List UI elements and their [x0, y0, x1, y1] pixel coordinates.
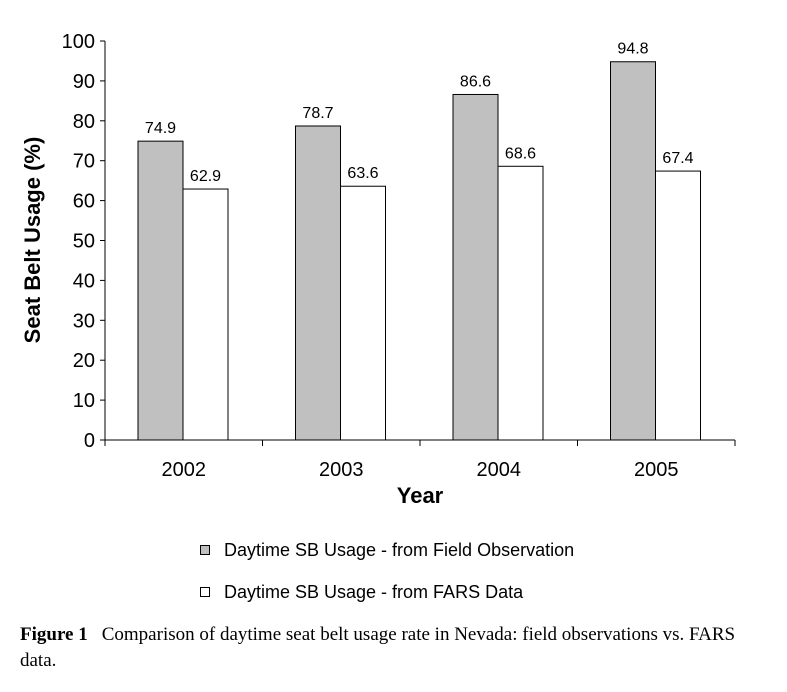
y-tick-label: 60 [73, 191, 95, 213]
figure-caption: Figure 1 Comparison of daytime seat belt … [20, 622, 760, 674]
y-tick-label: 50 [73, 231, 95, 253]
y-tick-label: 70 [73, 151, 95, 173]
bars [137, 61, 701, 441]
data-label: 94.8 [617, 41, 648, 58]
y-axis-ticks: 0 10 20 30 40 50 60 70 80 90 100 [62, 31, 105, 452]
x-axis-title: Year [397, 483, 444, 508]
data-label: 68.6 [505, 145, 536, 162]
y-tick-label: 80 [73, 111, 95, 133]
x-tick-label: 2004 [477, 459, 522, 481]
x-tick-label: 2003 [319, 459, 364, 481]
data-label: 86.6 [460, 73, 491, 90]
y-tick-label: 100 [62, 31, 95, 53]
legend-label-field-observation: Daytime SB Usage - from Field Observatio… [224, 539, 575, 560]
bar-field-observation-2005 [610, 61, 656, 441]
y-tick-label: 20 [73, 350, 95, 372]
bar-chart: 0 10 20 30 40 50 60 70 80 90 100 74.9 78.7 86.6 94.8 6… [20, 31, 736, 508]
figure-label: Figure 1 [20, 624, 88, 645]
x-axis-ticks: 2002 2003 2004 2005 [104, 440, 736, 481]
y-tick-label: 10 [73, 390, 95, 412]
data-labels: 74.9 78.7 86.6 94.8 62.9 63.6 68.6 67.4 [145, 41, 694, 185]
data-label: 78.7 [302, 105, 333, 122]
legend-item-field-observation: Daytime SB Usage - from Field Observatio… [200, 538, 574, 562]
legend-item-fars-data: Daytime SB Usage - from FARS Data [200, 580, 574, 604]
bar-field-observation-2002 [137, 140, 184, 441]
data-label: 67.4 [662, 150, 693, 167]
x-tick-label: 2005 [634, 459, 679, 481]
legend-label-fars-data: Daytime SB Usage - from FARS Data [224, 581, 524, 602]
data-label: 62.9 [190, 168, 221, 185]
bar-field-observation-2004 [452, 93, 499, 441]
bar-fars-data-2003 [340, 185, 386, 441]
data-label: 74.9 [145, 120, 176, 137]
y-tick-label: 90 [73, 71, 95, 93]
y-tick-label: 40 [73, 270, 95, 292]
y-tick-label: 0 [84, 430, 95, 452]
y-tick-label: 30 [73, 310, 95, 332]
legend-swatch-fars-data [200, 587, 210, 597]
bar-field-observation-2003 [295, 125, 341, 441]
bar-fars-data-2002 [182, 188, 229, 441]
legend: Daytime SB Usage - from Field Observatio… [200, 538, 574, 622]
figure-caption-text: Comparison of daytime seat belt usage ra… [20, 624, 736, 671]
data-label: 63.6 [347, 165, 378, 182]
legend-swatch-field-observation [200, 545, 210, 555]
y-axis-title: Seat Belt Usage (%) [20, 137, 45, 344]
x-tick-label: 2002 [162, 459, 207, 481]
bar-fars-data-2004 [497, 165, 544, 441]
bar-fars-data-2005 [655, 170, 701, 441]
